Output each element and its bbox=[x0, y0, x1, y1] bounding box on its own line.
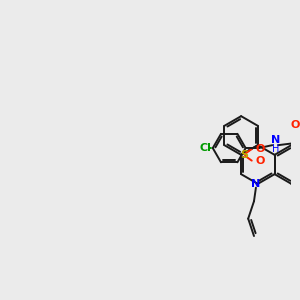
Text: O: O bbox=[256, 156, 265, 166]
Text: S: S bbox=[240, 150, 248, 160]
Text: O: O bbox=[291, 120, 300, 130]
Text: N: N bbox=[251, 179, 260, 189]
Text: O: O bbox=[256, 144, 265, 154]
Text: Cl: Cl bbox=[199, 143, 211, 153]
Text: N: N bbox=[271, 135, 280, 145]
Text: H: H bbox=[272, 144, 279, 154]
